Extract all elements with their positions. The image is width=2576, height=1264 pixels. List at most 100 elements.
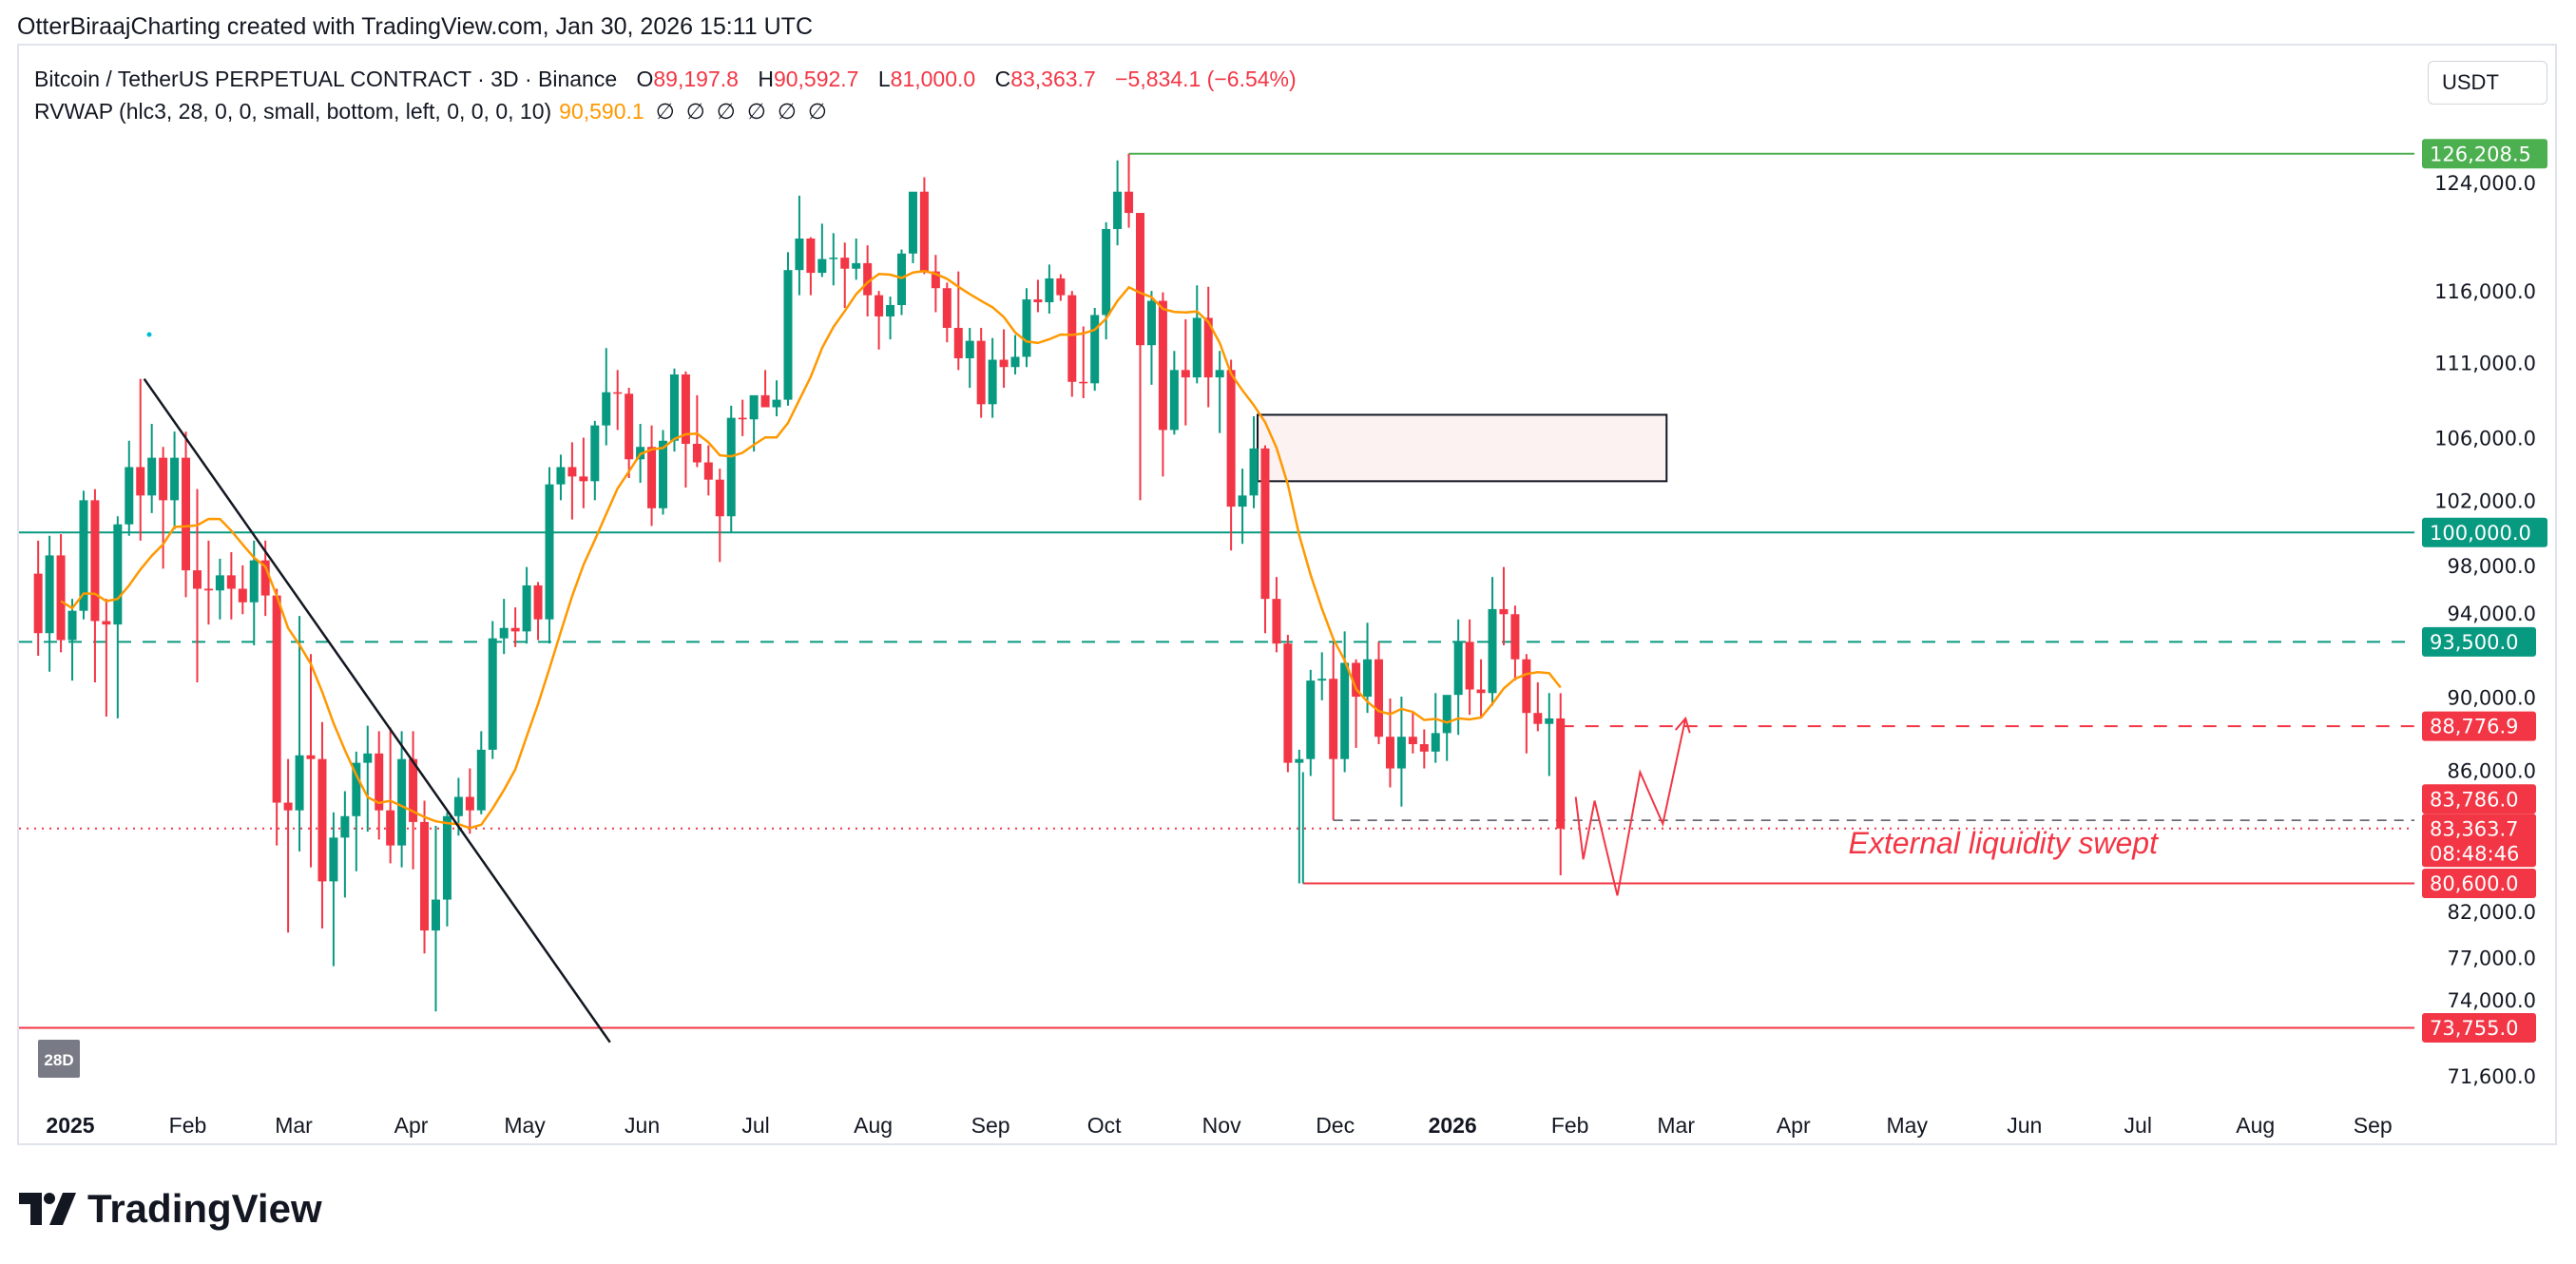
close-label: C: [994, 67, 1011, 91]
candle-body: [908, 191, 917, 254]
candle-body: [476, 749, 486, 811]
candle: [988, 337, 997, 418]
candle-body: [1090, 315, 1100, 384]
symbol-legend: Bitcoin / TetherUS PERPETUAL CONTRACT · …: [34, 67, 1297, 92]
candle: [965, 327, 974, 389]
candle-body: [499, 627, 509, 639]
tradingview-logo-text: TradingView: [87, 1186, 322, 1231]
candle: [817, 223, 827, 278]
price-tick-label: 94,000.0: [2447, 603, 2536, 625]
candle-body: [306, 755, 316, 759]
candle: [283, 758, 293, 933]
time-tick-label: Jun: [625, 1113, 660, 1138]
time-tick-label: Jun: [2007, 1113, 2042, 1138]
candle-body: [1033, 299, 1043, 303]
empty-value: ∅: [777, 99, 797, 124]
trendline[interactable]: [143, 377, 611, 1044]
empty-value: ∅: [746, 99, 766, 124]
price-badge-label: 93,500.0: [2430, 631, 2519, 654]
candle-body: [1022, 299, 1031, 357]
supply-zone-rectangle[interactable]: [1257, 413, 1668, 483]
candle-body: [829, 258, 838, 259]
indicator-legend[interactable]: RVWAP (hlc3, 28, 0, 0, small, bottom, le…: [34, 99, 827, 124]
candle-body: [67, 610, 77, 641]
candle-body: [852, 262, 861, 269]
time-tick-label: Sep: [2354, 1113, 2393, 1138]
candle-body: [897, 253, 907, 305]
low-value: 81,000.0: [890, 67, 976, 91]
candle: [1408, 711, 1417, 754]
candle: [147, 424, 157, 513]
candle: [465, 768, 474, 834]
candle: [1510, 605, 1520, 681]
candle-body: [1522, 659, 1531, 714]
tradingview-logo[interactable]: TradingView: [19, 1186, 322, 1232]
indicator-name[interactable]: RVWAP (hlc3, 28, 0, 0, small, bottom, le…: [34, 99, 552, 124]
annotation-text[interactable]: External liquidity swept: [1849, 826, 2160, 860]
indicator-value: 90,590.1: [559, 99, 644, 124]
candle-body: [170, 457, 180, 501]
candle: [317, 721, 327, 929]
candle-body: [159, 457, 168, 501]
change-value: −5,834.1 (−6.54%): [1115, 67, 1297, 91]
price-badge-bg: [2422, 517, 2547, 547]
price-axis[interactable]: 124,000.0 116,000.0 111,000.0 106,000.0 102,…: [2434, 172, 2536, 1088]
candle: [919, 177, 929, 275]
price-badge: 80,600.0: [2422, 869, 2536, 899]
currency-button[interactable]: USDT: [2428, 61, 2547, 105]
candle-body: [340, 815, 350, 838]
candle-body: [1192, 317, 1201, 378]
time-tick-label: Sep: [971, 1113, 1010, 1138]
projection-path[interactable]: [1574, 718, 1687, 896]
candle: [136, 378, 145, 541]
symbol-title[interactable]: Bitcoin / TetherUS PERPETUAL CONTRACT · …: [34, 67, 618, 91]
candle-body: [579, 476, 588, 482]
candle-body: [976, 340, 986, 405]
candle: [1169, 351, 1179, 435]
plot-area[interactable]: External liquidity swept: [19, 152, 2414, 1044]
candle-body: [1442, 695, 1451, 734]
candle-body: [147, 457, 157, 496]
candle-body: [602, 392, 611, 426]
candle-body: [1453, 642, 1463, 696]
candle-body: [317, 758, 327, 882]
candle: [1499, 566, 1509, 645]
candle: [420, 800, 430, 954]
candle-body: [886, 304, 895, 316]
candle: [295, 616, 304, 852]
candle-body: [102, 621, 111, 625]
candle-body: [522, 584, 531, 632]
price-badge-label: 88,776.9: [2430, 716, 2519, 738]
candle-body: [863, 262, 873, 296]
candle-body: [1249, 448, 1259, 496]
candle-body: [1533, 713, 1543, 724]
candle: [442, 812, 452, 927]
candle-body: [90, 500, 100, 622]
candle: [1238, 469, 1247, 545]
candle: [476, 731, 486, 814]
high-label: H: [758, 67, 774, 91]
time-tick-label: Apr: [394, 1113, 429, 1138]
rvwap-line: [60, 269, 1562, 830]
candle-body: [1067, 295, 1077, 382]
price-tick-label: 90,000.0: [2447, 687, 2536, 710]
candle: [863, 245, 873, 316]
candle: [829, 233, 838, 286]
time-tick-label: Apr: [1777, 1113, 1811, 1138]
candle-body: [772, 399, 781, 408]
price-tick-label: 106,000.0: [2434, 428, 2536, 450]
price-badge-label: 83,363.7: [2430, 817, 2519, 840]
time-tick-label: Mar: [1657, 1113, 1695, 1138]
candle-body: [45, 555, 54, 634]
candle-body: [931, 271, 940, 289]
time-tick-label: 2026: [1429, 1113, 1477, 1138]
candle: [1203, 286, 1213, 408]
candle-body: [238, 588, 247, 603]
time-axis[interactable]: 2025 Feb Mar Apr May Jun Jul Aug Sep Oct Nov Dec 202…: [46, 1113, 2392, 1138]
candle-body: [79, 500, 88, 611]
candle-body: [806, 238, 816, 274]
candle-body: [1488, 608, 1497, 694]
candle: [647, 425, 657, 527]
open-value: 89,197.8: [653, 67, 739, 91]
